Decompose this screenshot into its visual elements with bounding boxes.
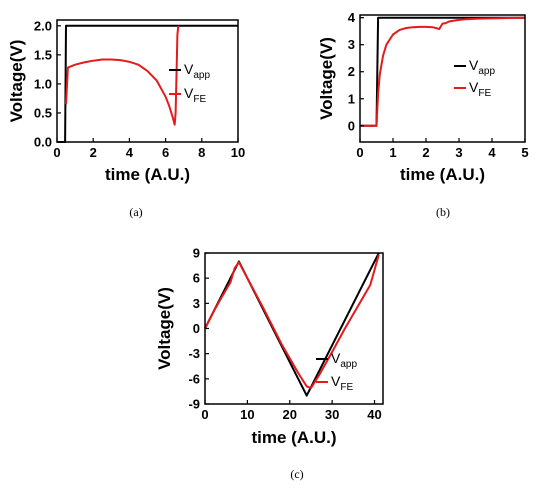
legend-entry: VFE <box>184 85 206 105</box>
series-line-fe <box>360 16 526 127</box>
y-tick-label: 9 <box>193 246 200 261</box>
y-tick-label: 1.0 <box>34 76 52 91</box>
plot-frame <box>56 19 239 143</box>
series-line-app <box>57 24 238 143</box>
y-tick-label: 4 <box>348 10 356 25</box>
legend-entry: Vapp <box>469 57 495 77</box>
y-tick-label: 1.5 <box>34 47 52 62</box>
chart-a: 0 2 4 6 8 10 0.0 0.5 1.0 1.5 2.0 time (A.U.) Voltage… <box>7 18 245 219</box>
x-tick-label: 5 <box>521 145 528 160</box>
y-tick-label: 3 <box>193 296 200 311</box>
x-tick-label: 10 <box>240 407 254 422</box>
legend-entry: VFE <box>469 79 491 99</box>
x-tick-label: 4 <box>488 145 496 160</box>
y-tick-label: -9 <box>188 397 200 412</box>
x-tick-label: 0 <box>356 145 363 160</box>
y-axis-label: Voltage(V) <box>155 287 174 370</box>
series-line-fe <box>204 254 380 390</box>
legend-entry: VFE <box>331 373 353 393</box>
x-tick-label: 6 <box>162 145 169 160</box>
y-tick-label: -6 <box>188 371 200 386</box>
y-tick-label: 1 <box>348 91 355 106</box>
y-tick-label: -3 <box>188 346 200 361</box>
y-tick-label: 6 <box>193 271 200 286</box>
y-tick-label: 0 <box>348 118 355 133</box>
panel-caption: (a) <box>129 205 142 219</box>
plot-frame <box>359 14 526 143</box>
y-axis-label: Voltage(V) <box>7 40 26 123</box>
x-tick-label: 4 <box>126 145 134 160</box>
y-axis-label: Voltage(V) <box>317 37 336 120</box>
panel-caption: (c) <box>290 467 303 481</box>
y-tick-label: 0.0 <box>34 135 52 150</box>
x-tick-label: 0 <box>201 407 208 422</box>
y-tick-label: 0.5 <box>34 105 52 120</box>
x-axis-label: time (A.U.) <box>105 165 190 184</box>
y-tick-label: 3 <box>348 37 355 52</box>
x-tick-label: 20 <box>283 407 297 422</box>
panel-caption: (b) <box>436 205 450 219</box>
legend-entry: Vapp <box>184 61 210 81</box>
y-tick-label: 2 <box>348 64 355 79</box>
legend-entry: Vapp <box>331 350 357 370</box>
legend: Vapp VFE <box>169 61 210 105</box>
series-line-app <box>204 252 380 397</box>
x-tick-label: 40 <box>367 407 381 422</box>
x-tick-label: 1 <box>389 145 396 160</box>
y-tick-label: 0 <box>193 321 200 336</box>
x-tick-label: 8 <box>198 145 205 160</box>
x-axis-label: time (A.U.) <box>400 165 485 184</box>
x-tick-label: 10 <box>231 145 245 160</box>
series-line-app <box>360 16 525 127</box>
x-tick-label: 30 <box>325 407 339 422</box>
series-line-fe <box>65 25 180 126</box>
x-tick-label: 2 <box>422 145 429 160</box>
x-tick-label: 0 <box>53 145 60 160</box>
legend: Vapp VFE <box>316 350 357 393</box>
y-tick-label: 2.0 <box>34 18 52 33</box>
x-axis-label: time (A.U.) <box>252 428 337 447</box>
x-tick-label: 2 <box>90 145 97 160</box>
x-tick-label: 3 <box>455 145 462 160</box>
